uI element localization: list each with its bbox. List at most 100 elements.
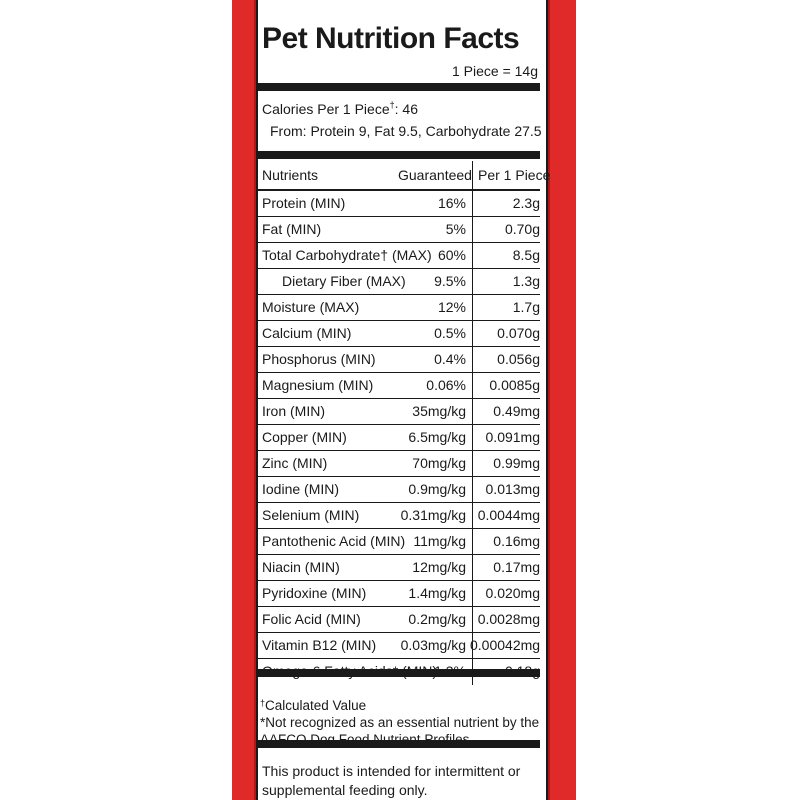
table-row: Moisture (MAX) 12% 1.7g — [258, 295, 540, 321]
per-piece-value: 1.3g — [512, 273, 540, 289]
nutrition-facts-label: Pet Nutrition Facts 1 Piece = 14g Calori… — [258, 14, 551, 798]
per-piece-value: 0.0085g — [489, 377, 540, 393]
column-divider — [472, 555, 473, 580]
table-row: Selenium (MIN) 0.31mg/kg 0.0044mg — [258, 503, 540, 529]
nutrient-table: Nutrients Guaranteed Per 1 Piece Protein… — [258, 161, 551, 685]
column-divider — [472, 607, 473, 632]
header-per-piece: Per 1 Piece — [478, 167, 551, 183]
feeding-disclaimer: This product is intended for intermitten… — [262, 763, 521, 798]
calories-from: From: Protein 9, Fat 9.5, Carbohydrate 2… — [270, 123, 542, 139]
nutrient-name: Fat (MIN) — [262, 221, 322, 237]
nutrient-name: Folic Acid (MIN) — [262, 611, 361, 627]
guaranteed-value: 0.03mg/kg — [400, 637, 466, 653]
table-row: Pyridoxine (MIN) 1.4mg/kg 0.020mg — [258, 581, 540, 607]
red-package-band-right — [548, 0, 576, 800]
guaranteed-value: 0.4% — [434, 351, 466, 367]
per-piece-value: 2.3g — [512, 195, 540, 211]
guaranteed-value: 35mg/kg — [412, 403, 466, 419]
per-piece-value: 0.49mg — [493, 403, 540, 419]
per-piece-value: 0.013mg — [485, 481, 540, 497]
per-piece-value: 0.070g — [497, 325, 540, 341]
column-divider — [472, 581, 473, 606]
per-piece-value: 0.0044mg — [477, 507, 540, 523]
guaranteed-value: 0.5% — [434, 325, 466, 341]
column-divider — [472, 503, 473, 528]
nutrient-name: Copper (MIN) — [262, 429, 347, 445]
nutrient-name: Magnesium (MIN) — [262, 377, 374, 393]
per-piece-value: 0.056g — [497, 351, 540, 367]
calories-line: Calories Per 1 Piece†: 46 — [262, 100, 418, 118]
guaranteed-value: 9.5% — [434, 273, 466, 289]
footnote-dagger: † — [260, 698, 266, 708]
column-divider — [472, 529, 473, 554]
guaranteed-value: 0.31mg/kg — [400, 507, 466, 523]
column-divider — [472, 399, 473, 424]
table-row: Iron (MIN) 35mg/kg 0.49mg — [258, 399, 540, 425]
guaranteed-value: 0.9mg/kg — [408, 481, 466, 497]
per-piece-value: 0.17mg — [493, 559, 540, 575]
guaranteed-value: 12mg/kg — [412, 559, 466, 575]
nutrient-name: Protein (MIN) — [262, 195, 346, 211]
footnote-calculated: †Calculated Value — [260, 698, 366, 714]
guaranteed-value: 5% — [445, 221, 466, 237]
guaranteed-value: 16% — [437, 195, 466, 211]
nutrient-name: Pantothenic Acid (MIN) — [262, 533, 406, 549]
column-divider — [472, 217, 473, 242]
nutrient-name: Iron (MIN) — [262, 403, 325, 419]
column-divider — [472, 295, 473, 320]
table-row: Total Carbohydrate† (MAX) 60% 8.5g — [258, 243, 540, 269]
column-divider — [472, 451, 473, 476]
column-divider — [472, 347, 473, 372]
serving-size: 1 Piece = 14g — [451, 63, 538, 79]
column-divider — [472, 633, 473, 658]
per-piece-value: 0.00042mg — [470, 637, 541, 653]
calories-value: : 46 — [394, 101, 418, 117]
nutrient-name: Iodine (MIN) — [262, 481, 340, 497]
column-divider — [472, 269, 473, 294]
table-row: Phosphorus (MIN) 0.4% 0.056g — [258, 347, 540, 373]
nutrient-name: Niacin (MIN) — [262, 559, 340, 575]
column-divider — [472, 425, 473, 450]
table-row: Folic Acid (MIN) 0.2mg/kg 0.0028mg — [258, 607, 540, 633]
guaranteed-value: 11mg/kg — [413, 533, 466, 549]
calories-dagger: † — [389, 100, 395, 110]
red-package-band-left — [232, 0, 256, 800]
column-divider — [472, 477, 473, 502]
column-divider — [472, 373, 473, 398]
per-piece-value: 0.091mg — [485, 429, 540, 445]
column-divider — [472, 161, 473, 189]
nutrient-name: Pyridoxine (MIN) — [262, 585, 367, 601]
panel-left-edge — [256, 0, 258, 800]
per-piece-value: 0.16mg — [493, 533, 540, 549]
per-piece-value: 0.020mg — [485, 585, 540, 601]
guaranteed-value: 70mg/kg — [412, 455, 466, 471]
table-row: Fat (MIN) 5% 0.70g — [258, 217, 540, 243]
table-row: Calcium (MIN) 0.5% 0.070g — [258, 321, 540, 347]
nutrient-name: Zinc (MIN) — [262, 455, 328, 471]
guaranteed-value: 1.4mg/kg — [408, 585, 466, 601]
footnote-calculated-text: Calculated Value — [265, 698, 367, 713]
table-header-row: Nutrients Guaranteed Per 1 Piece — [258, 161, 551, 191]
guaranteed-value: 60% — [437, 247, 466, 263]
rule-thick — [258, 83, 540, 91]
rule-thick — [258, 151, 540, 159]
header-guaranteed: Guaranteed — [398, 167, 472, 183]
nutrition-label-panel — [256, 0, 548, 800]
table-row: Pantothenic Acid (MIN) 11mg/kg 0.16mg — [258, 529, 540, 555]
guaranteed-value: 0.2mg/kg — [408, 611, 466, 627]
column-divider — [472, 243, 473, 268]
nutrient-name: Selenium (MIN) — [262, 507, 360, 523]
per-piece-value: 0.70g — [504, 221, 540, 237]
column-divider — [472, 191, 473, 216]
per-piece-value: 0.0028mg — [477, 611, 540, 627]
table-row: Iodine (MIN) 0.9mg/kg 0.013mg — [258, 477, 540, 503]
rule-thick — [258, 740, 540, 748]
per-piece-value: 0.99mg — [493, 455, 540, 471]
rule-thick — [258, 669, 540, 677]
table-row: Protein (MIN) 16% 2.3g — [258, 191, 540, 217]
calories-prefix: Calories Per 1 Piece — [262, 101, 390, 117]
table-row: Niacin (MIN) 12mg/kg 0.17mg — [258, 555, 540, 581]
guaranteed-value: 12% — [437, 299, 466, 315]
nutrient-name: Calcium (MIN) — [262, 325, 352, 341]
table-row: Vitamin B12 (MIN) 0.03mg/kg 0.00042mg — [258, 633, 540, 659]
